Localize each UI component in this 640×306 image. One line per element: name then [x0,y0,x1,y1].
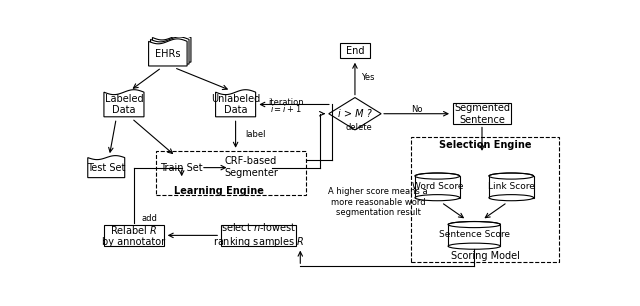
Bar [452,103,511,125]
Bar [448,225,500,246]
Bar [489,176,534,198]
Ellipse shape [489,195,534,201]
Text: Unlabeled
Data: Unlabeled Data [211,94,260,115]
Text: EHRs: EHRs [155,49,180,59]
Bar [415,176,460,198]
Ellipse shape [230,176,272,183]
Ellipse shape [415,195,460,201]
Text: Yes: Yes [361,73,374,82]
Text: $i = i+1$: $i = i+1$ [270,103,301,114]
Polygon shape [163,156,201,177]
Polygon shape [329,98,381,130]
Text: No: No [411,105,422,114]
Ellipse shape [448,243,500,249]
Text: Scoring Model: Scoring Model [451,251,520,261]
Text: Selection Engine: Selection Engine [439,140,531,150]
Text: add: add [141,214,157,223]
Bar [156,151,307,195]
Text: select $n$-lowest
ranking samples $R$: select $n$-lowest ranking samples $R$ [213,221,305,249]
Text: Test Set: Test Set [87,162,125,173]
Text: Word Score: Word Score [412,182,463,191]
Text: Relabel $R$
by annotator: Relabel $R$ by annotator [102,224,166,247]
Text: label: label [245,130,266,139]
Text: End: End [346,46,364,56]
Ellipse shape [230,152,272,159]
Text: Labeled
Data: Labeled Data [104,94,143,115]
Bar [340,43,369,58]
Polygon shape [148,39,187,66]
Ellipse shape [448,222,500,228]
Text: iteration: iteration [268,99,303,107]
Polygon shape [88,156,125,177]
Text: Segmented
Sentence: Segmented Sentence [454,103,510,125]
Bar [221,225,296,246]
Ellipse shape [415,173,460,179]
Text: Link Score: Link Score [488,182,534,191]
Text: Train Set: Train Set [161,162,203,173]
Text: i > M ?: i > M ? [338,109,372,119]
Ellipse shape [489,173,534,179]
Polygon shape [104,90,144,117]
Text: delete: delete [346,123,372,132]
Text: CRF-based
Segmenter: CRF-based Segmenter [224,156,278,178]
Bar [230,156,272,180]
Polygon shape [150,37,189,64]
Bar [104,225,164,246]
Polygon shape [152,35,191,62]
Bar [411,137,559,262]
Text: Sentence Score: Sentence Score [439,230,510,239]
Polygon shape [216,90,255,117]
Text: A higher score means a
more reasonable word
segmentation result: A higher score means a more reasonable w… [328,187,428,217]
Text: Learning Engine: Learning Engine [175,186,264,196]
